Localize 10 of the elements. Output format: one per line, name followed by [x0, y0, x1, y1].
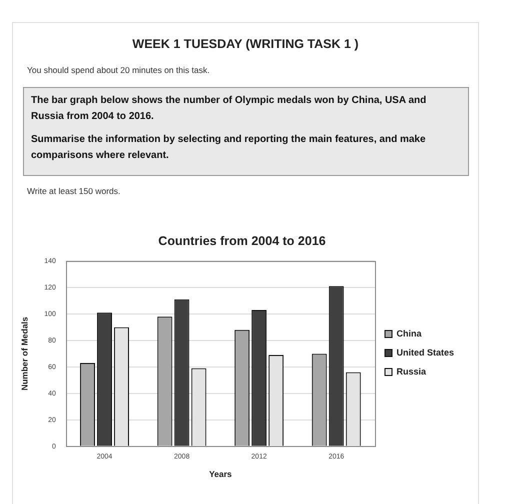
legend-label: Russia [396, 366, 427, 376]
legend-label: China [396, 328, 422, 338]
text: WEEK 1 TUESDAY (WRITING TASK 1 ) [131, 37, 360, 51]
instruction-box: The bar graph below shows the number of Olympic medals won by China, USA and Russia from 2004 to 2016. Summarise the information by selecting and reporting the main features, and make comparisons where relevant. [23, 87, 469, 176]
text: Write at least 150 words. [27, 186, 120, 196]
legend-label: United States [396, 347, 454, 358]
x-axis-title: Years [209, 469, 232, 480]
chart-title: Countries from 2004 to 2016 [158, 234, 326, 248]
text: You should spend about 20 minutes on this task. [27, 65, 210, 75]
y-axis-title: Number of Medals [19, 316, 30, 391]
